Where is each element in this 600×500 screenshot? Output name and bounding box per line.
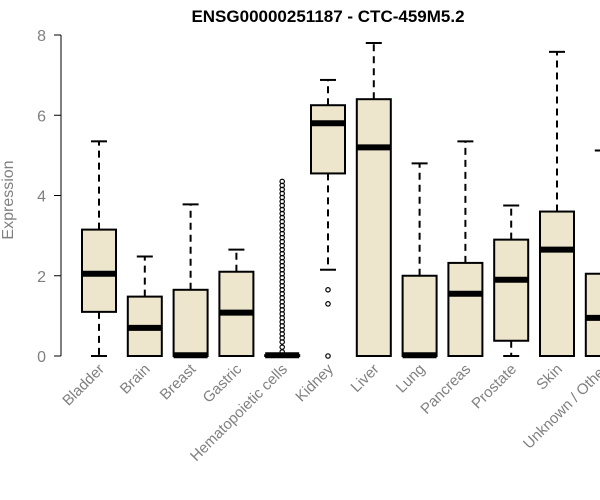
box-prostate bbox=[493, 204, 530, 357]
box-rect bbox=[310, 104, 346, 175]
y-axis: 0 2 4 6 8 bbox=[37, 28, 62, 366]
box-plot-series bbox=[81, 42, 600, 359]
box-rect bbox=[539, 210, 575, 357]
box-pancreas bbox=[447, 140, 484, 357]
x-tick-label: Prostate bbox=[468, 361, 520, 413]
box-rect bbox=[584, 272, 600, 357]
box-unknown-other bbox=[584, 149, 600, 357]
box-bladder bbox=[81, 140, 117, 357]
box-breast bbox=[172, 203, 209, 359]
box-rect bbox=[81, 228, 117, 313]
box-gastric bbox=[218, 248, 255, 357]
x-tick-label: Skin bbox=[533, 361, 566, 394]
box-rect bbox=[172, 288, 209, 358]
x-tick-label: Breast bbox=[157, 360, 200, 403]
x-tick-label: Pancreas bbox=[417, 361, 474, 418]
box-rect bbox=[447, 261, 484, 357]
y-tick-label: 4 bbox=[37, 189, 46, 206]
x-tick-label: Lung bbox=[393, 361, 429, 397]
outlier-point bbox=[325, 286, 331, 293]
box-skin bbox=[539, 50, 575, 357]
chart-title: ENSG00000251187 - CTC-459M5.2 bbox=[191, 7, 464, 26]
y-axis-ticks: 0 2 4 6 8 bbox=[37, 28, 61, 366]
x-tick-label: Liver bbox=[348, 361, 383, 396]
outlier-point bbox=[325, 301, 331, 307]
outlier-point bbox=[279, 178, 286, 185]
box-kidney bbox=[310, 78, 346, 359]
y-tick-label: 6 bbox=[37, 108, 46, 125]
outlier-point bbox=[325, 353, 331, 359]
box-brain bbox=[126, 255, 163, 357]
x-tick-label: Brain bbox=[117, 361, 154, 398]
box-liver bbox=[355, 42, 392, 357]
x-tick-label: Gastric bbox=[200, 360, 246, 406]
x-tick-label: Kidney bbox=[292, 360, 337, 405]
box-rect bbox=[401, 274, 438, 357]
y-tick-label: 0 bbox=[37, 349, 46, 366]
box-rect bbox=[493, 238, 530, 342]
box-lung bbox=[401, 162, 438, 359]
y-tick-label: 8 bbox=[37, 28, 46, 45]
box-hematopoietic-cells bbox=[264, 178, 301, 359]
y-tick-label: 2 bbox=[37, 269, 46, 286]
x-tick-label: Bladder bbox=[59, 361, 108, 410]
box-rect bbox=[355, 98, 392, 357]
y-axis-label: Expression bbox=[0, 160, 17, 239]
outlier-point bbox=[279, 344, 286, 350]
